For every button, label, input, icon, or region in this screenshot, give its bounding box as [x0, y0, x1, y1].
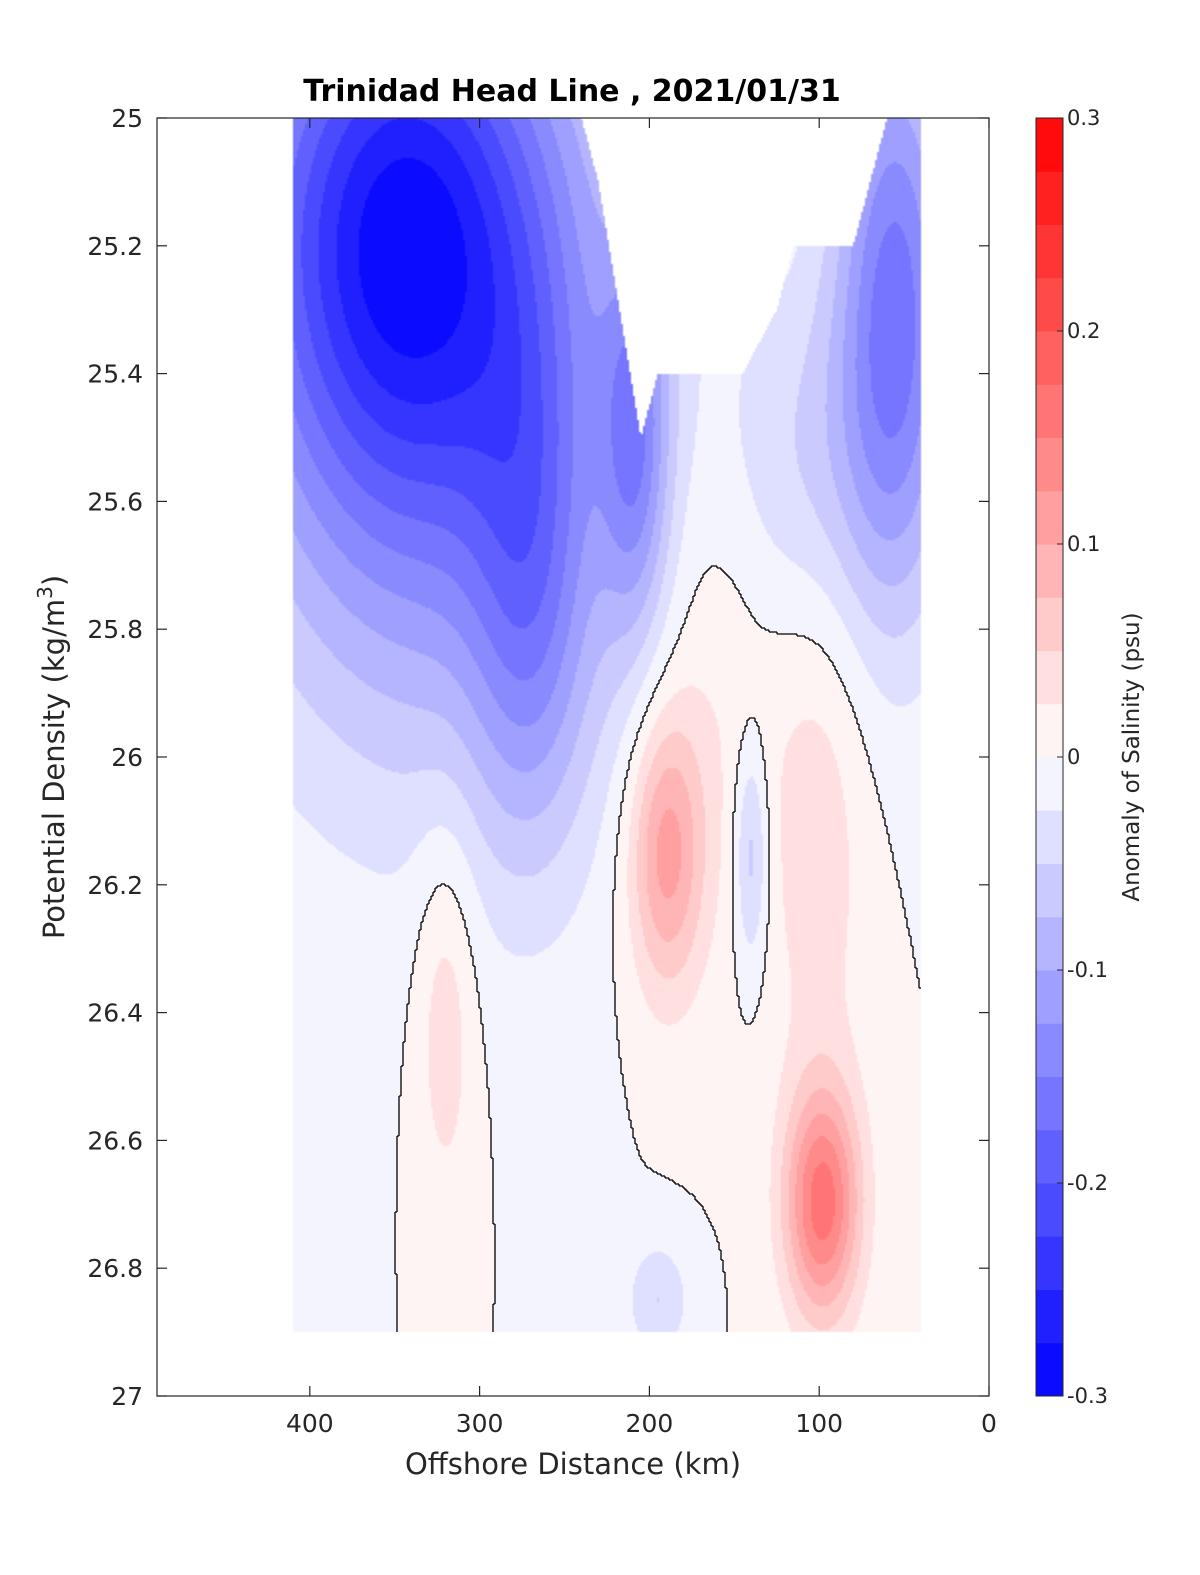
y-tick-label: 26.4: [87, 999, 143, 1028]
colorbar-band: [1036, 1236, 1063, 1290]
colorbar-label: Anomaly of Salinity (psu): [1119, 612, 1145, 901]
colorbar-band: [1036, 863, 1063, 918]
colorbar-tick-label: 0.2: [1067, 319, 1100, 343]
colorbar-band: [1036, 1342, 1063, 1397]
y-tick-label: 26.6: [87, 1126, 143, 1155]
x-tick-label: 100: [795, 1409, 843, 1438]
plot-area: 400 300 200 100 0 25 25.2 25.4 25.6 25.8 26 26.2 26.…: [87, 104, 997, 1438]
zero-contour-path: [394, 565, 921, 1332]
y-axis-label: Potential Density (kg/m3): [33, 575, 71, 939]
colorbar-tick-label: -0.1: [1067, 958, 1108, 982]
colorbar-band: [1036, 1289, 1063, 1344]
colorbar-bands: [1036, 117, 1063, 1397]
y-axis-label-close: ): [37, 575, 71, 586]
colorbar-band: [1036, 331, 1063, 385]
y-tick-label: 26.2: [87, 871, 143, 900]
x-axis-label: Offshore Distance (km): [405, 1447, 741, 1481]
colorbar: 0.3 0.2 0.1 0 -0.1 -0.2 -0.3 Anomaly of Salini…: [1035, 106, 1145, 1408]
y-tick-label: 26.8: [87, 1254, 143, 1283]
y-tick-label: 25: [111, 104, 143, 133]
axis-ticks: 400 300 200 100 0 25 25.2 25.4 25.6 25.8 26 26.2 26.…: [87, 104, 997, 1438]
x-tick-label: 300: [456, 1409, 504, 1438]
colorbar-tick-label: -0.3: [1067, 1384, 1108, 1408]
y-tick-label: 27: [111, 1382, 143, 1411]
x-tick-label: 200: [626, 1409, 674, 1438]
colorbar-band: [1036, 650, 1063, 705]
colorbar-ticks: 0.3 0.2 0.1 0 -0.1 -0.2 -0.3: [1057, 106, 1108, 1408]
colorbar-band: [1036, 1076, 1063, 1131]
y-tick-label: 25.6: [87, 487, 143, 516]
colorbar-band: [1036, 544, 1063, 598]
chart-title: Trinidad Head Line , 2021/01/31: [303, 74, 840, 109]
colorbar-tick-label: 0.3: [1067, 106, 1100, 130]
colorbar-band: [1036, 703, 1063, 758]
y-tick-label: 25.4: [87, 360, 143, 389]
colorbar-band: [1036, 171, 1063, 225]
y-axis-label-superscript: 3: [33, 586, 57, 599]
colorbar-band: [1036, 597, 1063, 651]
zero-contour-lines: [394, 565, 921, 1332]
colorbar-tick-label: 0.1: [1067, 532, 1100, 556]
y-tick-label: 26: [111, 743, 143, 772]
x-tick-label: 0: [981, 1409, 997, 1438]
y-tick-label: 25.8: [87, 615, 143, 644]
colorbar-tick-label: 0: [1067, 745, 1080, 769]
colorbar-band: [1036, 277, 1063, 332]
colorbar-band: [1036, 1183, 1063, 1237]
colorbar-band: [1036, 1023, 1063, 1077]
colorbar-band: [1036, 384, 1063, 438]
colorbar-band: [1036, 810, 1063, 864]
colorbar-tick-label: -0.2: [1067, 1171, 1108, 1195]
x-tick-label: 400: [286, 1409, 334, 1438]
salinity-anomaly-field: [157, 118, 989, 1396]
colorbar-band: [1036, 916, 1063, 971]
colorbar-band: [1036, 757, 1063, 811]
y-axis-label-text: Potential Density (kg/m: [37, 599, 71, 939]
y-tick-label: 25.2: [87, 232, 143, 261]
colorbar-band: [1036, 490, 1063, 545]
colorbar-band: [1036, 970, 1063, 1024]
colorbar-band: [1036, 1129, 1063, 1184]
colorbar-band: [1036, 224, 1063, 279]
colorbar-band: [1036, 437, 1063, 492]
colorbar-band: [1036, 118, 1063, 172]
